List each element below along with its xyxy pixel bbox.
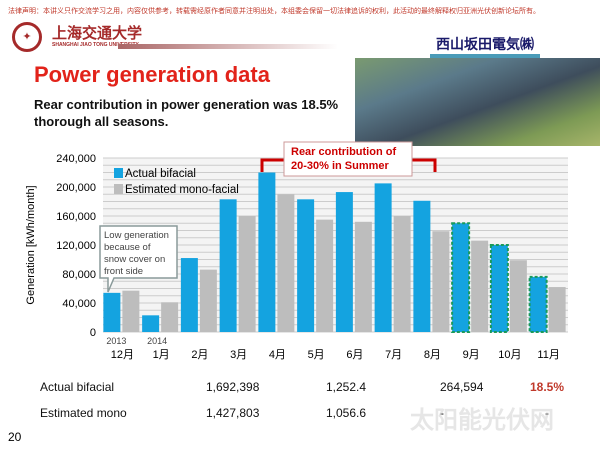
bar-actual-bifacial	[374, 183, 392, 332]
bar-actual-bifacial	[258, 172, 276, 332]
x-tick-label: 8月	[424, 349, 441, 361]
x-tick-label: 7月	[385, 349, 402, 361]
x-tick-label: 5月	[308, 349, 325, 361]
solar-farm-photo	[355, 58, 600, 146]
cell: 1,427,803	[206, 406, 260, 420]
legend-swatch	[114, 184, 123, 194]
x-tick-label: 11月	[537, 349, 559, 361]
bar-estimated-mono	[316, 219, 334, 332]
snow-callout-box	[99, 225, 178, 293]
cell: -	[440, 406, 444, 420]
y-tick-label: 200,000	[56, 182, 96, 194]
y-tick-label: 160,000	[56, 211, 96, 223]
snow-annotation-line: snow cover on	[104, 254, 165, 265]
bar-actual-bifacial	[103, 292, 121, 332]
cell: 264,594	[440, 380, 484, 394]
cell: 1,056.6	[326, 406, 367, 420]
page-number: 20	[8, 430, 22, 444]
bar-estimated-mono	[471, 240, 489, 332]
bar-estimated-mono	[354, 221, 372, 332]
x-tick-label: 3月	[230, 349, 247, 361]
bar-estimated-mono	[548, 287, 566, 332]
bar-actual-bifacial	[413, 200, 431, 332]
snow-annotation-line: because of	[104, 242, 151, 253]
year-label: 2014	[147, 336, 167, 346]
x-tick-label: 12月	[111, 349, 134, 361]
y-axis-label: Generation [kWh/month]	[25, 185, 37, 304]
bar-actual-bifacial	[528, 275, 548, 333]
legend-label: Actual bifacial	[125, 168, 196, 180]
bar-actual-bifacial	[219, 199, 237, 332]
y-tick-label: 40,000	[62, 298, 96, 310]
snow-annotation-line: Low generation	[104, 230, 169, 241]
x-tick-label: 4月	[269, 349, 286, 361]
bar-actual-bifacial	[142, 315, 160, 332]
bar-estimated-mono	[161, 302, 179, 332]
watermark: 太阳能光伏网	[410, 407, 554, 434]
university-seal-logo: ✦	[12, 22, 42, 52]
y-tick-label: 120,000	[56, 240, 96, 252]
bar-estimated-mono	[509, 260, 527, 332]
year-label: 2013	[106, 336, 126, 346]
x-tick-label: 9月	[463, 349, 480, 361]
university-name-en: SHANGHAI JIAO TONG UNIVERSITY	[52, 42, 139, 48]
row-label: Actual bifacial	[40, 380, 115, 394]
cell: -	[545, 406, 549, 420]
company-logo: 西山坂田電気㈱	[430, 34, 540, 58]
summer-annotation-line: 20-30% in Summer	[291, 160, 390, 172]
x-tick-label: 1月	[153, 349, 170, 361]
legend-label: Estimated mono-facial	[125, 184, 239, 196]
university-name-cn: 上海交通大学	[52, 24, 143, 42]
legal-disclaimer: 法律声明：本讲义只作交流学习之用，内容仅供参考，转载需经原作者同意并注明出处，本…	[8, 8, 540, 15]
slide-title: Power generation data	[34, 62, 270, 87]
y-tick-label: 240,000	[56, 153, 96, 165]
y-tick-label: 0	[90, 327, 96, 339]
header-divider	[118, 44, 338, 49]
bar-actual-bifacial	[180, 258, 198, 332]
summer-annotation-line: Rear contribution of	[291, 146, 396, 158]
bar-actual-bifacial	[335, 192, 353, 332]
bar-estimated-mono	[432, 231, 450, 332]
legend-swatch	[114, 168, 123, 178]
bar-actual-bifacial	[297, 199, 315, 332]
bar-estimated-mono	[277, 194, 295, 332]
x-tick-label: 10月	[498, 349, 521, 361]
cell: 1,692,398	[206, 380, 260, 394]
bar-actual-bifacial	[489, 244, 509, 333]
generation-chart: 0 40,000 80,000 120,000 160,000 200,000 240,00…	[25, 141, 568, 361]
bar-estimated-mono	[238, 216, 256, 332]
bar-actual-bifacial	[451, 222, 471, 333]
x-tick-label: 6月	[346, 349, 363, 361]
row-label: Estimated mono	[40, 406, 127, 420]
bar-estimated-mono	[122, 290, 140, 332]
y-tick-label: 80,000	[62, 269, 96, 281]
x-tick-label: 2月	[191, 349, 208, 361]
bar-estimated-mono	[199, 269, 217, 332]
bar-estimated-mono	[393, 216, 411, 332]
slide-subtitle: Rear contribution in power generation wa…	[34, 97, 339, 129]
rear-contribution-value: 18.5%	[530, 380, 565, 394]
snow-annotation-line: front side	[104, 266, 143, 277]
cell: 1,252.4	[326, 380, 367, 394]
summer-callout-box	[283, 141, 413, 177]
